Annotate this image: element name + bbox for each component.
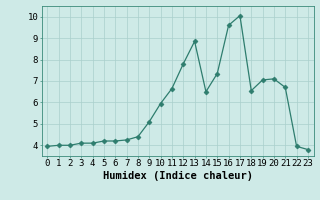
X-axis label: Humidex (Indice chaleur): Humidex (Indice chaleur) xyxy=(103,171,252,181)
